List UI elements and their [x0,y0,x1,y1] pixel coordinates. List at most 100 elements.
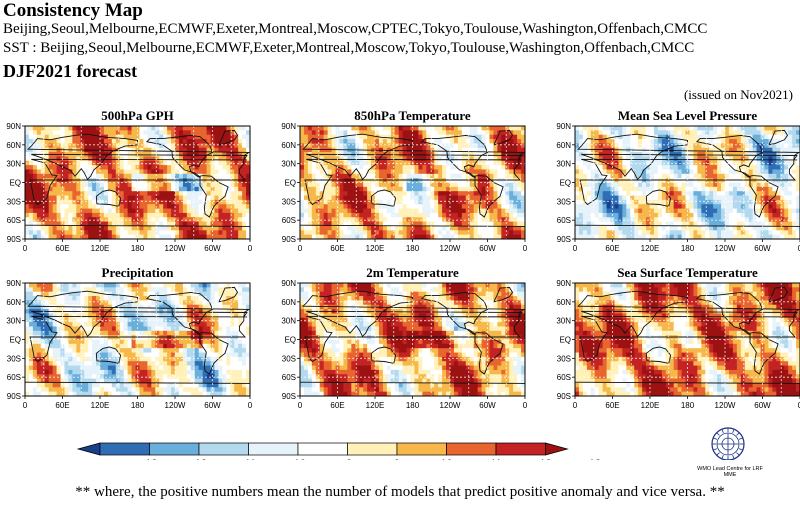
lon-tick-label: 180 [131,244,145,253]
coastline [749,332,779,375]
coastline [749,175,779,218]
coastline [145,134,214,178]
colorbar-segment [495,442,546,456]
lon-tick-label: 0 [573,244,578,253]
panel-title: Precipitation [102,265,175,280]
coastline [370,346,397,364]
lon-tick-label: 0 [23,244,28,253]
colorbar-label: 11 [490,458,501,460]
lat-tick-label: 30S [557,197,571,206]
coastline [27,290,250,338]
coastline [577,290,800,338]
lat-tick-label: 60N [556,298,571,307]
lon-tick-label: 0 [298,401,303,410]
lon-tick-label: 120W [165,244,186,253]
lat-tick-label: 60N [556,141,571,150]
panel-title: 2m Temperature [366,265,459,280]
coastline [370,189,397,207]
coastline [579,158,797,206]
lat-tick-label: 30N [6,160,21,169]
panel-title: 500hPa GPH [101,108,174,123]
lat-tick-label: 60N [6,141,21,150]
coastline [27,133,250,181]
coastline [492,286,514,303]
panel-title: Mean Sea Level Pressure [618,108,757,123]
anomaly-field [25,126,250,239]
lat-tick-label: 30N [281,160,296,169]
colorbar-segment [149,442,200,456]
coastline [145,291,214,335]
lat-tick-label: 90N [281,279,296,288]
lat-tick-label: EQ [559,179,571,188]
coastline [304,158,522,206]
lon-tick-label: 120W [440,244,461,253]
anomaly-field [300,126,525,239]
lon-tick-label: 60E [330,401,344,410]
coastline [29,315,247,363]
colorbar-label: -13 [142,458,158,460]
issued-date: (issued on Nov2021) [683,87,793,102]
footnote: ** where, the positive numbers mean the … [75,484,725,500]
lon-tick-label: 0 [523,244,528,253]
lat-tick-label: 30S [282,197,296,206]
lon-tick-label: 60W [479,401,496,410]
lon-tick-label: 120W [715,401,736,410]
coastline [695,134,764,178]
panel-title: 850hPa Temperature [354,108,471,123]
colorbar-segment [198,442,249,456]
lon-tick-label: 60W [479,244,496,253]
lon-tick-label: 60E [605,244,619,253]
lat-tick-label: 90N [281,122,296,131]
lat-tick-label: 90S [7,392,21,401]
lat-tick-label: 30S [282,354,296,363]
lat-tick-label: 60N [6,298,21,307]
lon-tick-label: 180 [681,401,695,410]
lon-tick-label: 180 [406,401,420,410]
coastline [492,129,514,146]
wmo-emblem-icon [711,427,745,460]
lat-tick-label: 90S [557,392,571,401]
lon-tick-label: 120W [715,244,736,253]
colorbar-segment [99,442,150,456]
lat-tick-label: EQ [284,179,296,188]
lat-tick-label: 30S [7,197,21,206]
models-list: Beijing,Seoul,Melbourne,ECMWF,Exeter,Mon… [3,21,708,37]
lon-tick-label: 120E [366,244,385,253]
coastline [767,129,789,146]
lat-tick-label: EQ [559,336,571,345]
lon-tick-label: 0 [573,401,578,410]
lon-tick-label: 60W [204,244,221,253]
lon-tick-label: 60E [605,401,619,410]
panel-title: Sea Surface Temperature [617,265,758,280]
lat-tick-label: 30N [6,317,21,326]
colorbar-label: -10 [290,458,306,460]
coastline [302,290,525,338]
colorbar-label: 10 [440,458,452,460]
lat-tick-label: 30N [556,160,571,169]
lat-tick-label: 30S [7,354,21,363]
lat-tick-label: 30S [557,354,571,363]
lon-tick-label: 120W [165,401,186,410]
lon-tick-label: 60E [55,401,69,410]
coastline [577,133,800,181]
lon-tick-label: 0 [298,244,303,253]
lon-tick-label: 120E [91,244,110,253]
lat-tick-label: 90N [6,279,21,288]
lat-tick-label: 60N [281,298,296,307]
coastline [29,158,247,206]
lat-tick-label: 60S [557,373,571,382]
lon-tick-label: 120E [366,401,385,410]
lon-tick-label: 60W [204,401,221,410]
coastline [199,175,229,218]
lat-tick-label: 60N [281,141,296,150]
lat-tick-label: 60S [282,216,296,225]
lat-tick-label: 60S [557,216,571,225]
anomaly-field [300,283,525,396]
colorbar: -13 -12 -11 -10 -9 9 10 11 12 13 [76,442,601,460]
coastline [304,315,522,363]
lon-tick-label: 180 [131,401,145,410]
lat-tick-label: EQ [9,179,21,188]
